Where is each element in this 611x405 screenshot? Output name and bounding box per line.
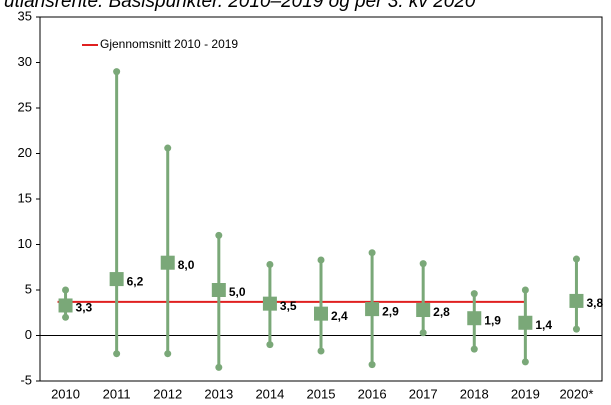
high-dot [521,286,529,294]
mean-marker [365,302,380,317]
x-tick-label: 2019 [511,386,540,401]
value-label: 5,0 [229,285,246,299]
y-tick-label: 15 [18,190,32,205]
value-label: 3,8 [586,296,603,310]
low-dot [419,329,427,337]
low-dot [113,350,121,358]
y-tick-label: 35 [18,8,32,23]
low-dot [470,345,478,353]
high-dot [317,256,325,264]
x-tick-label: 2013 [204,386,233,401]
x-tick-label: 2011 [103,386,131,401]
value-label: 6,2 [127,274,144,288]
y-tick-label: -5 [20,372,32,387]
x-tick-label: 2016 [358,386,387,401]
high-dot [113,68,121,76]
low-dot [266,341,274,349]
x-tick-label: 2010 [51,386,80,401]
mean-marker [467,311,482,326]
y-tick-label: 20 [18,145,32,160]
low-dot [521,358,529,366]
mean-marker [314,306,328,321]
low-dot [215,363,223,371]
mean-marker [58,298,73,313]
y-tick-label: 10 [18,236,32,251]
x-tick-label: 2012 [153,386,182,401]
high-dot [419,260,427,268]
value-label: 2,9 [382,304,399,318]
x-tick-label: 2014 [255,386,284,401]
mean-marker [416,303,431,318]
value-label: 3,5 [280,299,297,313]
x-tick-label: 2020* [559,386,593,401]
high-dot [368,249,376,257]
x-tick-label: 2018 [460,386,489,401]
low-dot [164,350,172,358]
mean-marker [569,293,584,308]
low-dot [62,313,70,321]
x-tick-label: 2015 [307,386,336,401]
y-tick-label: 5 [25,281,32,296]
value-label: 2,4 [331,309,348,323]
y-tick-label: 25 [18,99,32,114]
high-dot [62,286,70,294]
value-label: 1,4 [535,318,552,332]
low-dot [317,347,325,355]
value-label: 8,0 [178,258,195,272]
high-dot [215,231,223,239]
value-label: 2,8 [433,305,450,319]
mean-marker [160,255,175,270]
y-tick-label: 30 [18,54,32,69]
mean-marker [262,296,277,311]
value-label: 1,9 [484,313,501,327]
low-dot [368,361,376,369]
mean-marker [518,315,533,330]
high-dot [470,290,478,298]
mean-marker [211,283,226,297]
mean-marker [109,272,124,287]
y-tick-label: 0 [25,327,32,342]
high-dot [572,255,580,263]
x-tick-label: 2017 [409,386,438,401]
value-label: 3,3 [76,301,93,315]
low-dot [572,325,580,333]
legend-label: Gjennomsnitt 2010 - 2019 [100,37,238,51]
high-dot [164,144,172,152]
chart-title: utlånsrente. Basispunkter. 2010–2019 og … [4,0,476,12]
high-dot [266,261,274,269]
